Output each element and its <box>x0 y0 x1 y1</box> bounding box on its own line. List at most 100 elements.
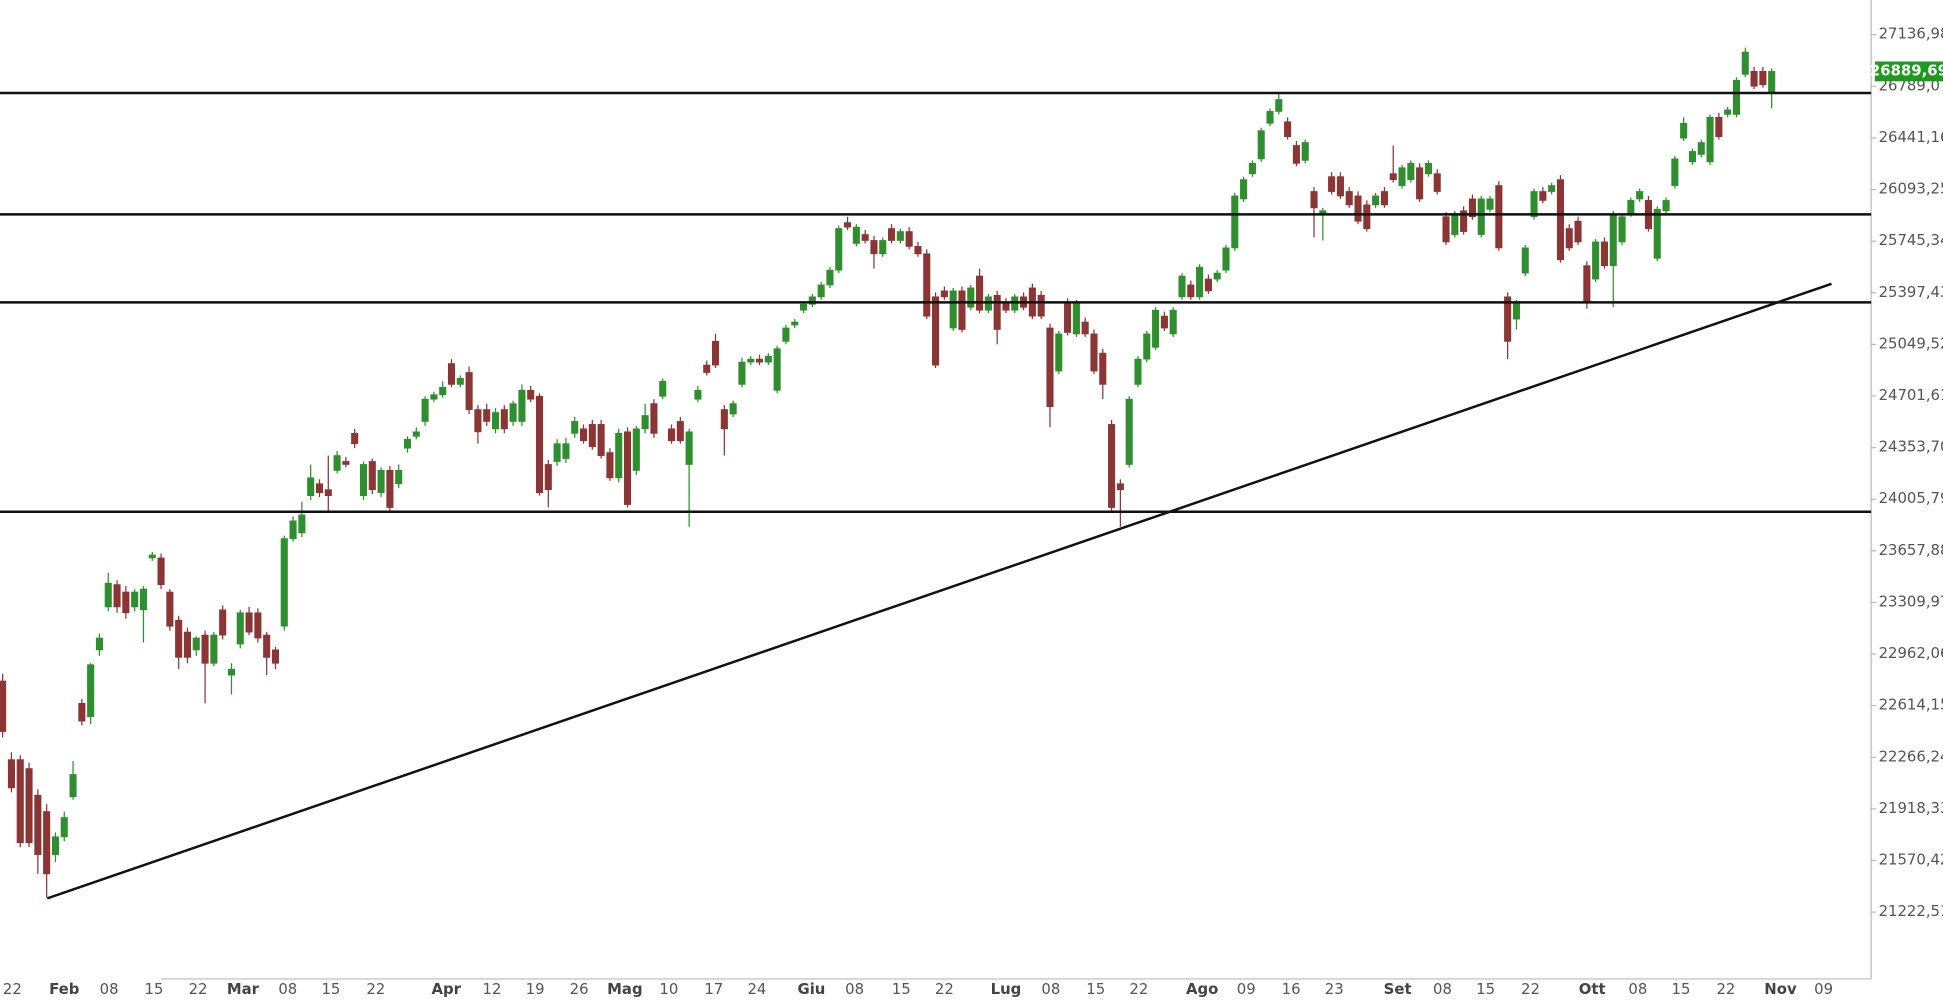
candle-body <box>571 421 579 434</box>
x-tick-label: 22 <box>1129 980 1148 998</box>
candle-body <box>659 381 667 397</box>
candle-body <box>553 443 561 462</box>
candle-body <box>1442 216 1450 243</box>
candle-body <box>676 421 684 442</box>
candle-body <box>210 634 218 664</box>
candle-body <box>1090 333 1098 372</box>
candle-body <box>1688 151 1697 163</box>
candle-body <box>1328 176 1336 192</box>
candle-body <box>844 222 852 228</box>
y-tick-label: 24701,61 <box>1879 386 1943 404</box>
candle-body <box>923 253 931 317</box>
candle-body <box>667 428 676 442</box>
candle-body <box>1160 315 1168 329</box>
candle-body <box>1574 220 1582 243</box>
candle-body <box>16 759 24 844</box>
candle-body <box>949 290 957 329</box>
candle-body <box>1662 200 1670 212</box>
candle-body <box>333 455 341 471</box>
candle-body <box>219 609 227 636</box>
candle-body <box>1724 109 1732 115</box>
candle-body <box>1196 266 1204 298</box>
x-tick-label: Mar <box>227 980 260 998</box>
candle-body <box>791 321 799 326</box>
candle-body <box>1416 167 1424 200</box>
candle-body <box>1354 195 1362 222</box>
candle-body <box>298 514 306 534</box>
candle-body <box>808 296 816 305</box>
x-tick-label: Apr <box>431 980 461 998</box>
candle-body <box>932 296 940 366</box>
candle-body <box>1732 79 1741 115</box>
candle-body <box>958 290 966 330</box>
candle-body <box>342 461 350 465</box>
candle-body <box>439 386 447 396</box>
candle-body <box>236 612 244 645</box>
candle-body <box>289 520 297 540</box>
candle-body <box>1292 145 1300 164</box>
candle-body <box>756 358 764 363</box>
candle-body <box>7 759 15 789</box>
candle-body <box>1750 70 1758 87</box>
candle-body <box>967 287 975 308</box>
x-tick-label: 22 <box>189 980 208 998</box>
candle-body <box>1424 162 1432 175</box>
candle-body <box>474 409 482 433</box>
x-tick-label: 10 <box>659 980 678 998</box>
candle-body <box>1556 179 1564 261</box>
candle-body <box>650 403 658 434</box>
candle-body <box>1108 424 1116 508</box>
candle-body <box>1204 278 1212 292</box>
candle-body <box>896 231 904 241</box>
candle-body <box>976 275 984 311</box>
candle-body <box>1609 213 1617 267</box>
candle-body <box>1592 241 1600 280</box>
candle-body <box>1240 179 1248 200</box>
x-tick-label: 08 <box>1433 980 1452 998</box>
candle-body <box>1046 327 1054 407</box>
candle-body <box>1583 265 1591 304</box>
candle-body <box>835 228 843 271</box>
candle-body <box>227 668 236 676</box>
candle-body <box>69 774 77 798</box>
x-tick-label: 09 <box>1814 980 1833 998</box>
y-tick-label: 26441,16 <box>1879 128 1943 146</box>
x-tick-label: 09 <box>1237 980 1256 998</box>
x-tick-label: 22 <box>1521 980 1540 998</box>
candle-body <box>377 470 385 494</box>
candle-body <box>1697 142 1705 155</box>
y-tick-label: 24005,79 <box>1879 489 1943 507</box>
y-tick-label: 21222,51 <box>1879 902 1943 920</box>
candle-body <box>1495 185 1503 249</box>
candle-body <box>386 470 394 508</box>
candle-body <box>703 364 711 373</box>
candle-body <box>1768 71 1776 94</box>
candle-body <box>1178 275 1186 298</box>
candle-body <box>368 461 376 491</box>
candle-body <box>1627 200 1635 215</box>
candle-body <box>1539 191 1547 201</box>
candle-body <box>483 409 491 422</box>
candle-body <box>1600 241 1608 267</box>
candle-body <box>0 680 7 732</box>
y-tick-label: 25397,43 <box>1879 283 1943 301</box>
candle-body <box>403 438 412 449</box>
x-tick-label: Ott <box>1579 980 1606 998</box>
candle-body <box>738 361 746 385</box>
candle-body <box>632 428 640 471</box>
candle-body <box>1671 158 1679 186</box>
candle-body <box>1521 247 1529 274</box>
candle-body <box>817 284 825 298</box>
candle-body <box>1759 70 1767 86</box>
candle-body <box>25 768 33 844</box>
candle-body <box>1530 191 1538 218</box>
candle-body <box>51 836 59 855</box>
candle-body <box>351 432 359 445</box>
x-tick-label: 22 <box>366 980 385 998</box>
x-tick-label: Feb <box>49 980 79 998</box>
candle-body <box>1486 198 1494 210</box>
x-tick-label: 15 <box>892 980 911 998</box>
candle-body <box>95 637 103 651</box>
candle-body <box>491 412 500 430</box>
